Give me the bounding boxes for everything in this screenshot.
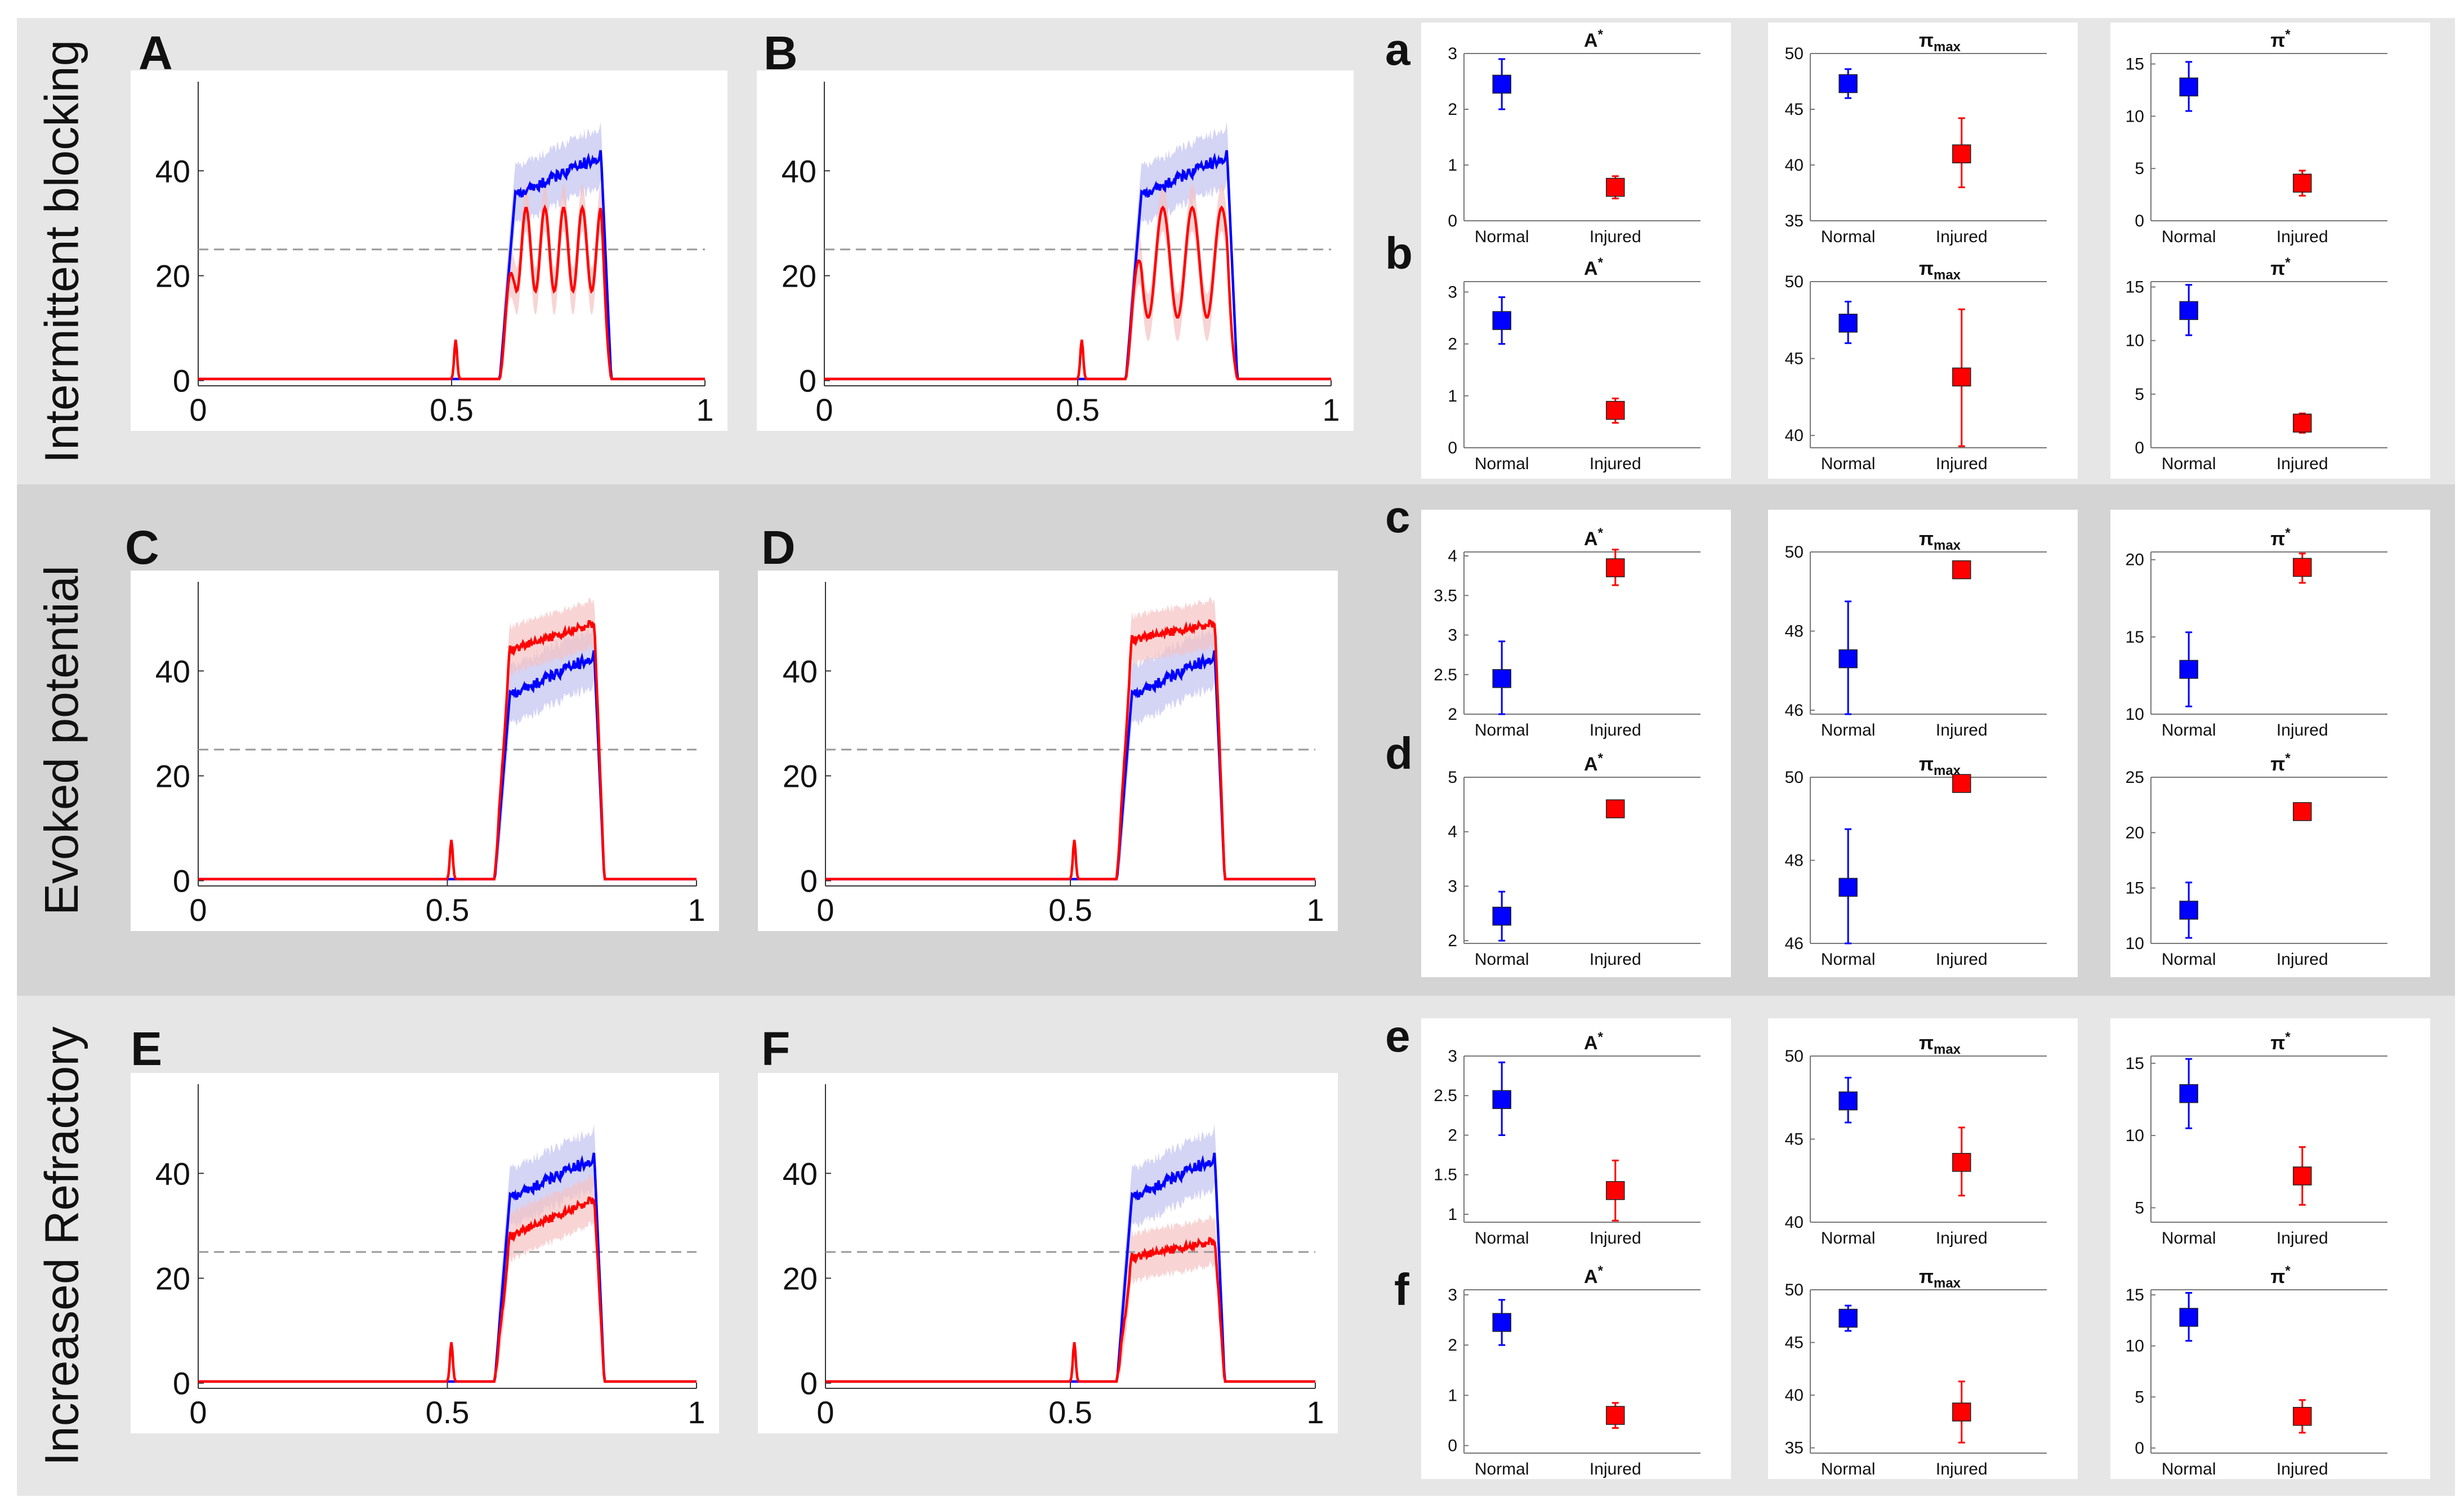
timeseries-svg-E: 0 20 40 0 0.5 1: [155, 1084, 706, 1430]
x-tick-label: 0.5: [426, 1395, 470, 1430]
x-tick-label: 0: [816, 1395, 834, 1430]
injured-series-line: [198, 620, 697, 881]
injured-series-line: [825, 1237, 1315, 1383]
panel-label-F: F: [761, 1022, 791, 1075]
normal-series-line: [825, 650, 1315, 881]
injured-confidence-band: [492, 1174, 606, 1382]
summary-box-ab-1: [1421, 23, 1731, 479]
x-tick-label: 1: [1306, 1395, 1324, 1430]
y-tick-label: 20: [155, 258, 190, 293]
panel-label-E: E: [131, 1022, 163, 1075]
summary-box-cd-1: [1421, 510, 1731, 977]
row-label-intermittent-blocking: Intermittent blocking: [35, 39, 88, 463]
normal-confidence-band: [1114, 621, 1226, 879]
timeseries-svg-A: 0 20 40 0 0.5 1: [155, 82, 714, 427]
summary-box-ab-3: [2110, 23, 2430, 479]
y-tick-label: 40: [783, 1156, 818, 1191]
x-tick-label: 1: [688, 892, 705, 928]
timeseries-svg-D: 0 20 40 0 0.5 1: [783, 582, 1324, 928]
normal-confidence-band: [492, 621, 606, 879]
row-letter-f: f: [1394, 1264, 1409, 1315]
y-tick-label: 40: [155, 153, 190, 189]
x-tick-label: 0: [189, 392, 207, 427]
panel-label-B: B: [764, 26, 798, 79]
panel-label-A: A: [139, 26, 173, 79]
injured-confidence-band: [492, 598, 606, 879]
timeseries-svg-F: 0 20 40 0 0.5 1: [783, 1084, 1324, 1430]
x-tick-label: 1: [1306, 892, 1324, 928]
x-tick-label: 0: [189, 892, 207, 928]
row-letter-d: d: [1385, 728, 1413, 778]
normal-series-line: [198, 1152, 697, 1383]
x-tick-label: 1: [696, 392, 713, 427]
panel-F-timeseries: 0 20 40 0 0.5 1: [758, 1073, 1338, 1433]
y-tick-label: 20: [783, 1260, 818, 1296]
injured-series-line: [825, 619, 1315, 881]
x-tick-label: 0: [189, 1395, 207, 1430]
normal-series-line: [825, 1152, 1315, 1383]
injured-series-line: [198, 1196, 697, 1383]
panel-C-timeseries: 0 20 40 0 0.5 1: [131, 571, 719, 931]
y-tick-label: 20: [155, 758, 190, 794]
summary-box-ab-2: [1768, 23, 2078, 479]
timeseries-svg-B: 0 20 40 0 0.5 1: [782, 82, 1340, 427]
y-tick-label: 0: [800, 863, 818, 899]
row-letter-e: e: [1385, 1011, 1410, 1061]
y-tick-label: 20: [155, 1260, 190, 1296]
x-tick-label: 0.5: [430, 392, 474, 427]
y-tick-label: 40: [155, 1156, 190, 1191]
timeseries-svg-C: 0 20 40 0 0.5 1: [155, 582, 706, 928]
y-tick-label: 40: [155, 653, 190, 689]
summary-box-cd-3: [2110, 510, 2430, 977]
row-letter-c: c: [1385, 492, 1410, 542]
panel-label-C: C: [125, 521, 159, 574]
x-tick-label: 0.5: [1056, 392, 1100, 427]
summary-box-ef-2: [1768, 1018, 2078, 1479]
panel-B-timeseries: 0 20 40 0 0.5 1: [757, 70, 1354, 431]
normal-series-line: [198, 650, 697, 881]
row-letter-a: a: [1385, 24, 1410, 74]
panel-label-D: D: [761, 521, 796, 574]
summary-box-ef-1: [1421, 1018, 1731, 1479]
y-tick-label: 0: [173, 363, 190, 399]
y-tick-label: 40: [782, 153, 816, 189]
x-tick-label: 0.5: [1048, 1395, 1092, 1430]
normal-series-line: [198, 150, 705, 381]
panel-E-timeseries: 0 20 40 0 0.5 1: [131, 1073, 719, 1433]
x-tick-label: 0: [816, 892, 834, 928]
y-tick-label: 0: [173, 863, 190, 899]
normal-confidence-band: [1123, 121, 1239, 379]
normal-confidence-band: [1114, 1124, 1226, 1382]
y-tick-label: 20: [782, 258, 816, 293]
y-tick-label: 20: [783, 758, 818, 794]
row-label-increased-refractory: Increased Refractory: [35, 1026, 88, 1466]
panel-D-timeseries: 0 20 40 0 0.5 1: [758, 571, 1338, 931]
x-tick-label: 1: [688, 1395, 705, 1430]
injured-series-line: [824, 205, 1331, 381]
row-label-evoked-potential: Evoked potential: [35, 565, 88, 915]
y-tick-label: 40: [783, 653, 818, 689]
y-tick-label: 0: [800, 1366, 818, 1401]
x-tick-label: 0.5: [1048, 892, 1092, 928]
summary-box-cd-2: [1768, 510, 2078, 977]
injured-confidence-band: [1123, 184, 1239, 379]
injured-confidence-band: [497, 184, 613, 379]
x-tick-label: 1: [1322, 392, 1340, 427]
x-tick-label: 0: [815, 392, 833, 427]
y-tick-label: 0: [173, 1366, 190, 1401]
panel-A-timeseries: 0 20 40 0 0.5 1: [131, 70, 727, 431]
row-letter-b: b: [1385, 228, 1413, 278]
y-tick-label: 0: [799, 363, 816, 399]
normal-series-line: [824, 150, 1331, 381]
injured-series-line: [198, 204, 705, 381]
summary-box-ef-3: [2110, 1018, 2430, 1479]
x-tick-label: 0.5: [426, 892, 470, 928]
